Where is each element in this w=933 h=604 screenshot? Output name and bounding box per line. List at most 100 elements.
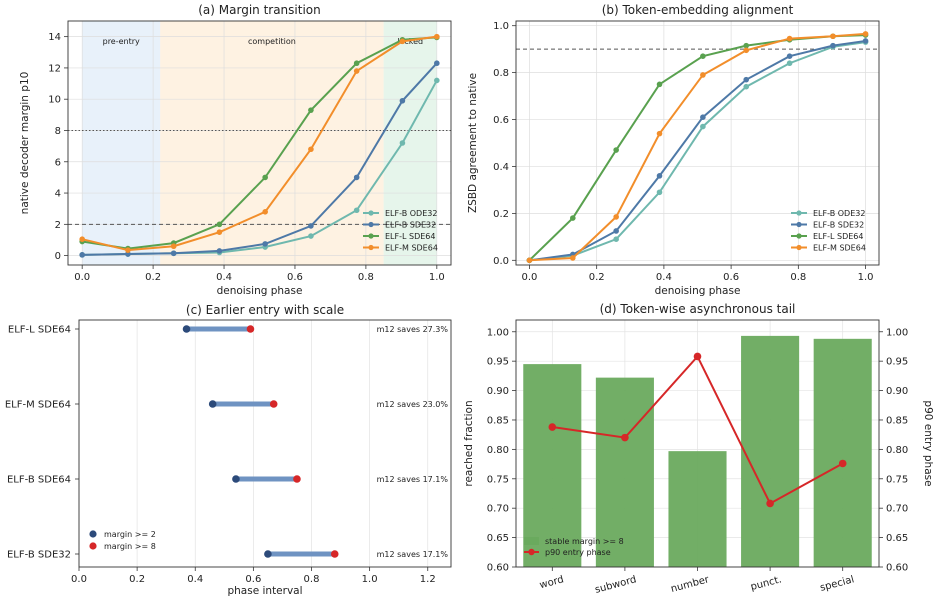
panel-a-series-3-point-5 bbox=[308, 146, 314, 153]
panel-d-ytick-label: 0.90 bbox=[487, 386, 509, 397]
panel-d-y2tick-label: 0.80 bbox=[886, 445, 908, 456]
panel-a-ylabel: native decoder margin p10 bbox=[19, 72, 31, 215]
panel-b-series-3-point-7 bbox=[830, 33, 836, 40]
panel-b-series-0-point-3 bbox=[656, 189, 663, 196]
panel-b-series-0-point-2 bbox=[613, 236, 619, 242]
panel-c-row-label-0: ELF-L SDE64 bbox=[8, 325, 71, 336]
panel-c-xlabel: phase interval bbox=[227, 585, 302, 597]
panel-b-legend-marker-2 bbox=[796, 233, 802, 239]
panel-d-legend-line-label: p90 entry phase bbox=[545, 548, 611, 557]
panel-b-xtick-label: 0.2 bbox=[589, 272, 605, 283]
panel-d-y2label: p90 entry phase bbox=[922, 400, 933, 486]
panel-b-series-1-point-5 bbox=[743, 76, 750, 83]
panel-c-legend-end-label: margin >= 8 bbox=[104, 542, 156, 551]
panel-c-legend-start-marker bbox=[89, 530, 97, 538]
panel-d-y2tick-label: 0.90 bbox=[886, 386, 908, 397]
panel-b-ylabel: ZSBD agreement to native bbox=[467, 73, 479, 213]
panel-a-series-0-point-6 bbox=[353, 207, 360, 214]
panel-b-series-2-point-3 bbox=[656, 81, 663, 88]
panel-c-start-point-2 bbox=[232, 475, 240, 483]
panel-b-ytick-label: 0.6 bbox=[493, 115, 509, 126]
panel-d-ytick-label: 0.65 bbox=[487, 533, 509, 544]
panel-c-start-point-1 bbox=[208, 400, 217, 408]
panel-b-series-2-point-1 bbox=[570, 215, 576, 221]
panel-d-bar-2 bbox=[668, 451, 727, 567]
panel-a-series-3-point-0 bbox=[79, 236, 85, 242]
panel-a-series-1-point-6 bbox=[353, 174, 360, 181]
panel-b-series-1-point-4 bbox=[700, 114, 706, 120]
panel-a-ytick-label: 0 bbox=[55, 251, 61, 262]
panel-a-series-0-point-7 bbox=[399, 140, 406, 146]
panel-c-start-point-0 bbox=[182, 325, 191, 333]
panel-c-end-point-0 bbox=[246, 325, 255, 333]
panel-a-series-1-point-2 bbox=[170, 250, 177, 257]
panel-d-panel: 0.60 0.60 0.65 0.65 0.70 0.70 0.75 0.75 0.80 0.80… bbox=[463, 302, 933, 596]
panel-b-legend-marker-0 bbox=[796, 210, 802, 216]
panel-d-ytick-label: 0.60 bbox=[487, 563, 509, 574]
panel-b-series-3-point-8 bbox=[862, 31, 869, 37]
panel-a-xtick-label: 1.0 bbox=[429, 272, 445, 283]
panel-b-series-1-point-3 bbox=[656, 173, 663, 179]
panel-b-xtick-label: 1.0 bbox=[858, 272, 874, 283]
panel-d-y2tick-label: 0.85 bbox=[886, 415, 908, 426]
panel-d-bar-0 bbox=[523, 364, 582, 567]
panel-a-series-2-point-5 bbox=[308, 107, 314, 113]
panel-d-category-label-1: subword bbox=[594, 574, 638, 596]
panel-a-legend-label-3: ELF-M SDE64 bbox=[385, 244, 438, 253]
panel-d-y2tick-label: 0.60 bbox=[886, 563, 908, 574]
panel-b-series-0-point-4 bbox=[700, 123, 706, 130]
panel-b-ytick-label: 0.0 bbox=[493, 256, 509, 267]
panel-a-legend-marker-1 bbox=[368, 221, 374, 228]
panel-a-legend-label-1: ELF-B SDE32 bbox=[385, 221, 436, 230]
panel-a-series-1-point-1 bbox=[125, 251, 131, 257]
panel-d-category-label-0: word bbox=[538, 574, 565, 591]
panel-d-bar-3 bbox=[741, 335, 800, 567]
panel-b-series-1-point-2 bbox=[613, 228, 619, 234]
panel-c-row-note-2: m12 saves 17.1% bbox=[377, 475, 449, 484]
panel-a-series-3-point-8 bbox=[434, 33, 440, 40]
panel-a-region-label-0: pre-entry bbox=[103, 37, 140, 46]
panel-b-xtick-label: 0.6 bbox=[723, 272, 739, 283]
panel-d-legend-line-marker bbox=[528, 548, 535, 556]
panel-a-series-1-point-4 bbox=[262, 241, 268, 247]
panel-b-series-3-point-3 bbox=[656, 130, 663, 137]
panel-a-ytick-label: 10 bbox=[48, 95, 61, 106]
panel-d-y2tick-label: 0.95 bbox=[886, 357, 908, 368]
panel-d-ylabel: reached fraction bbox=[463, 400, 475, 486]
panel-a-series-0-point-5 bbox=[308, 233, 314, 239]
panel-b-panel: 0.0 0.2 0.4 0.6 0.8 1.0 0.0 0.2 0.4 0.6 0.8 1.0 deno… bbox=[467, 3, 880, 297]
panel-d-y2tick-label: 0.65 bbox=[886, 533, 908, 544]
panel-a-series-1-point-5 bbox=[308, 223, 314, 229]
panel-a-panel: pre-entry competition locked 0.0 0.2 0.4 0.6 0.… bbox=[19, 3, 452, 297]
panel-b-ytick-label: 0.8 bbox=[493, 68, 509, 79]
panel-c-xtick-label: 0.0 bbox=[71, 574, 87, 585]
panel-a-series-3-point-6 bbox=[353, 68, 360, 74]
panel-a-xtick-label: 0.0 bbox=[74, 272, 90, 283]
panel-b-series-3-point-2 bbox=[613, 214, 619, 220]
panel-a-series-1-point-0 bbox=[79, 252, 85, 258]
panel-b-xtick-label: 0.8 bbox=[790, 272, 806, 283]
panel-b-series-2-point-2 bbox=[613, 147, 619, 153]
panel-b-series-2-point-5 bbox=[743, 42, 750, 49]
panel-b-series-1-point-6 bbox=[786, 53, 793, 59]
panel-a-xtick-label: 0.2 bbox=[145, 272, 161, 283]
panel-a-ytick-label: 12 bbox=[48, 63, 61, 74]
panel-a-xlabel: denoising phase bbox=[217, 285, 303, 297]
panel-b-series-3-point-0 bbox=[526, 257, 533, 264]
panel-c-row-label-3: ELF-B SDE32 bbox=[7, 550, 71, 561]
panel-a-xtick-label: 0.4 bbox=[216, 272, 232, 283]
panel-a-series-2-point-4 bbox=[262, 174, 268, 181]
panel-b-legend-label-3: ELF-M SDE64 bbox=[813, 244, 866, 253]
panel-a-series-1-point-7 bbox=[399, 97, 406, 104]
panel-d-p90-point-0 bbox=[548, 423, 557, 431]
panel-b-xtick-label: 0.0 bbox=[521, 272, 537, 283]
panel-d-category-label-3: punct. bbox=[749, 574, 782, 593]
panel-b-xlabel: denoising phase bbox=[655, 285, 741, 297]
panel-b-title: (b) Token-embedding alignment bbox=[602, 3, 794, 17]
panel-b-series-3-point-5 bbox=[743, 47, 750, 54]
panel-a-series-1-point-8 bbox=[434, 60, 440, 67]
panel-d-ytick-label: 0.75 bbox=[487, 474, 509, 485]
panel-d-legend-bar-swatch bbox=[524, 537, 539, 545]
panel-c-end-point-1 bbox=[269, 400, 278, 408]
panel-c-end-point-2 bbox=[293, 475, 301, 483]
